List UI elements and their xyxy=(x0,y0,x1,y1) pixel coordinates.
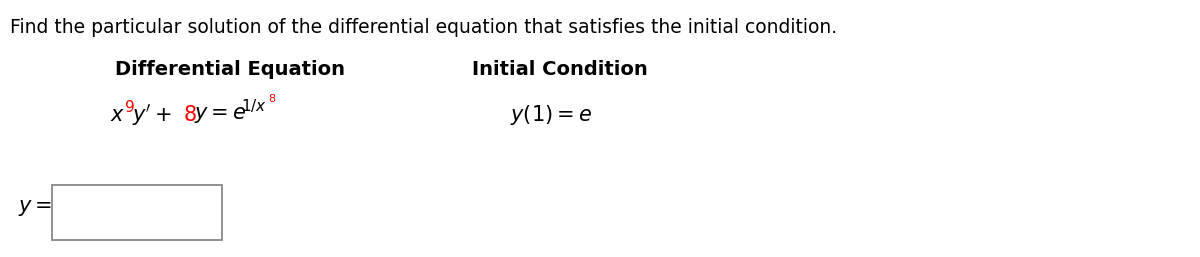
FancyBboxPatch shape xyxy=(52,185,222,240)
Text: $1/x$: $1/x$ xyxy=(241,97,266,115)
Text: Initial Condition: Initial Condition xyxy=(472,60,648,79)
Text: $8$: $8$ xyxy=(268,92,276,104)
Text: $8$: $8$ xyxy=(182,105,197,125)
Text: $x$: $x$ xyxy=(110,105,125,125)
Text: $y =$: $y =$ xyxy=(18,198,53,218)
Text: $9$: $9$ xyxy=(124,99,134,115)
Text: $y' + $: $y' + $ xyxy=(132,102,172,128)
Text: $y = e$: $y = e$ xyxy=(194,105,246,125)
Text: Differential Equation: Differential Equation xyxy=(115,60,346,79)
Text: Find the particular solution of the differential equation that satisfies the ini: Find the particular solution of the diff… xyxy=(10,18,838,37)
Text: $y(1) = e$: $y(1) = e$ xyxy=(510,103,592,127)
